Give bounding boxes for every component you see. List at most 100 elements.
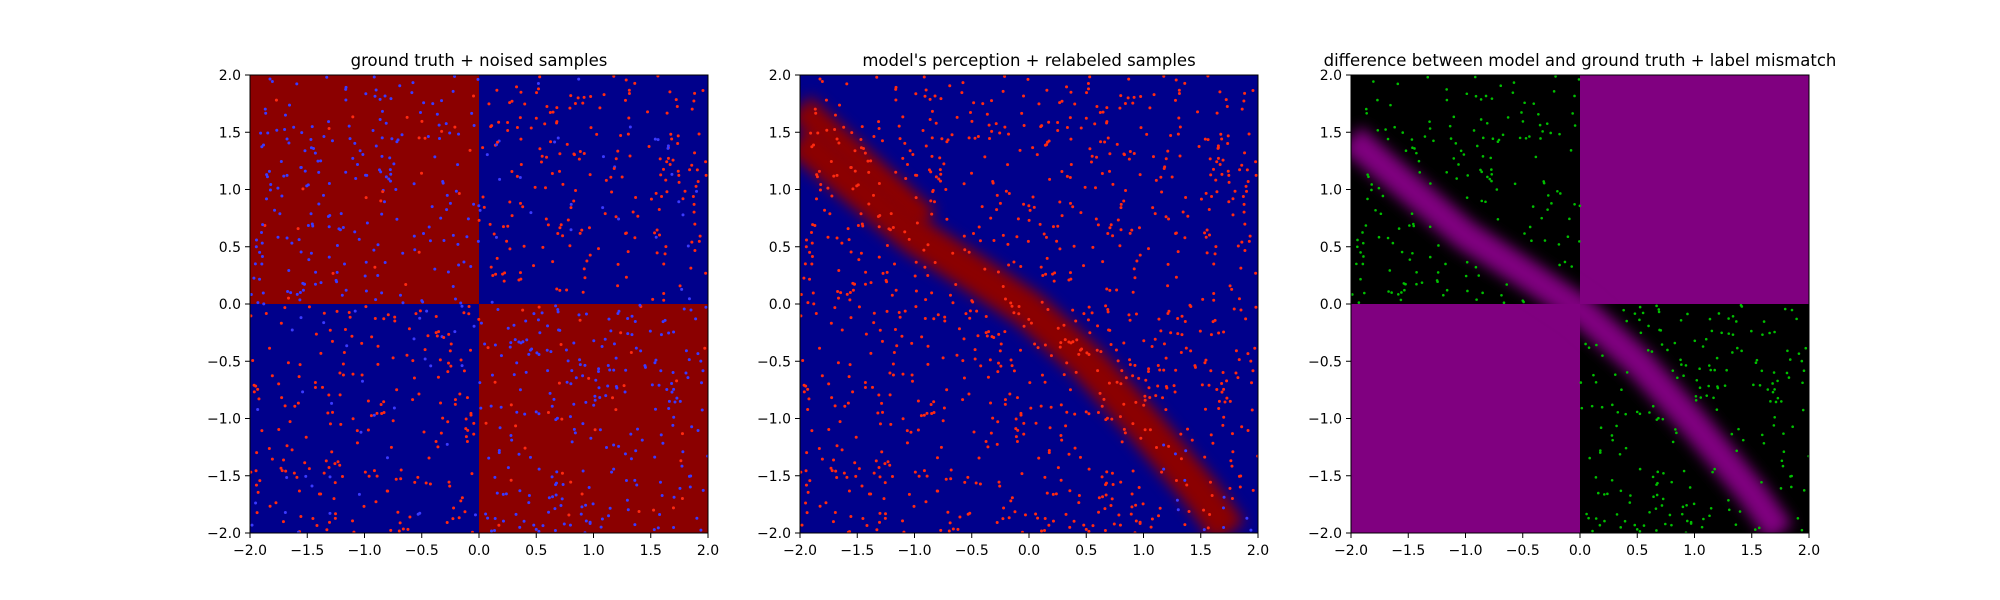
scatter-point xyxy=(1047,523,1051,527)
scatter-point xyxy=(806,408,810,412)
scatter-point xyxy=(1127,77,1131,81)
scatter-point xyxy=(518,525,522,529)
scatter-point xyxy=(1236,244,1240,248)
scatter-point xyxy=(617,217,621,221)
scatter-point xyxy=(506,120,510,124)
scatter-point xyxy=(1087,305,1091,309)
scatter-point xyxy=(451,285,455,289)
scatter-point xyxy=(357,237,361,241)
scatter-point xyxy=(616,284,620,288)
scatter-point xyxy=(524,370,528,374)
scatter-point xyxy=(1015,396,1019,400)
scatter-point xyxy=(1162,75,1166,78)
scatter-point xyxy=(1068,489,1072,493)
scatter-point xyxy=(574,189,578,193)
scatter-point xyxy=(1173,452,1177,456)
scatter-point xyxy=(469,348,473,352)
scatter-point xyxy=(1740,349,1743,353)
scatter-point xyxy=(948,521,952,525)
scatter-point xyxy=(937,177,941,181)
scatter-point xyxy=(1789,475,1792,478)
scatter-point xyxy=(1133,363,1137,367)
scatter-point xyxy=(826,186,830,190)
scatter-point xyxy=(1245,168,1249,172)
scatter-point xyxy=(1134,400,1138,404)
scatter-point xyxy=(940,137,944,141)
scatter-point xyxy=(528,348,532,352)
scatter-point xyxy=(955,353,959,357)
scatter-point xyxy=(1499,84,1503,88)
scatter-point xyxy=(335,280,339,284)
scatter-point xyxy=(1199,197,1203,201)
scatter-point xyxy=(640,438,644,442)
scatter-point xyxy=(859,212,863,216)
scatter-point xyxy=(494,235,498,239)
scatter-point xyxy=(1058,101,1062,105)
scatter-point xyxy=(306,224,310,228)
scatter-point xyxy=(1202,528,1206,532)
scatter-point xyxy=(1047,449,1051,453)
scatter-point xyxy=(582,267,586,271)
scatter-point xyxy=(930,154,934,158)
scatter-point xyxy=(462,260,466,264)
scatter-point xyxy=(508,247,512,251)
scatter-point xyxy=(995,521,999,525)
scatter-point xyxy=(699,528,703,532)
scatter-point xyxy=(867,492,871,496)
scatter-point xyxy=(1736,346,1739,350)
scatter-point xyxy=(356,162,360,166)
scatter-point xyxy=(423,136,427,140)
scatter-point xyxy=(1254,305,1258,309)
scatter-point xyxy=(581,290,585,294)
scatter-point xyxy=(417,250,421,254)
scatter-point xyxy=(1253,346,1257,350)
scatter-point xyxy=(815,173,819,177)
scatter-point xyxy=(457,191,461,195)
scatter-point xyxy=(585,259,589,263)
scatter-point xyxy=(830,194,834,198)
scatter-point xyxy=(391,356,395,360)
scatter-point xyxy=(1212,262,1216,266)
scatter-point xyxy=(1619,526,1623,529)
scatter-point xyxy=(1654,507,1658,510)
scatter-point xyxy=(1086,81,1090,85)
scatter-point xyxy=(914,305,918,309)
scatter-point xyxy=(626,317,630,321)
scatter-point xyxy=(992,335,996,339)
scatter-point xyxy=(601,206,605,210)
scatter-point xyxy=(569,202,573,206)
scatter-point xyxy=(701,488,705,492)
scatter-point xyxy=(926,362,930,366)
scatter-point xyxy=(1787,376,1791,379)
scatter-point xyxy=(839,291,843,295)
scatter-point xyxy=(588,253,592,257)
scatter-point xyxy=(1673,341,1677,345)
scatter-point xyxy=(1491,137,1495,141)
scatter-point xyxy=(314,270,318,274)
scatter-point xyxy=(302,282,306,286)
scatter-point xyxy=(254,238,258,242)
scatter-point xyxy=(849,514,853,518)
scatter-point xyxy=(535,91,539,95)
scatter-point xyxy=(1384,128,1387,131)
scatter-point xyxy=(342,350,346,354)
scatter-point xyxy=(1207,208,1211,212)
scatter-point xyxy=(1486,175,1489,179)
scatter-point xyxy=(945,217,949,221)
scatter-point xyxy=(299,250,303,254)
scatter-point xyxy=(1573,202,1576,206)
scatter-point xyxy=(1148,106,1152,110)
scatter-point xyxy=(915,173,919,177)
scatter-point xyxy=(603,212,607,216)
scatter-point xyxy=(1087,467,1091,471)
scatter-point xyxy=(1078,455,1082,459)
scatter-point xyxy=(505,239,509,243)
scatter-point xyxy=(665,190,669,194)
scatter-point xyxy=(537,467,541,471)
scatter-point xyxy=(648,329,652,333)
scatter-point xyxy=(382,400,386,404)
scatter-point xyxy=(433,155,437,159)
scatter-point xyxy=(389,172,393,176)
scatter-point xyxy=(837,103,841,107)
scatter-point xyxy=(1490,97,1494,100)
